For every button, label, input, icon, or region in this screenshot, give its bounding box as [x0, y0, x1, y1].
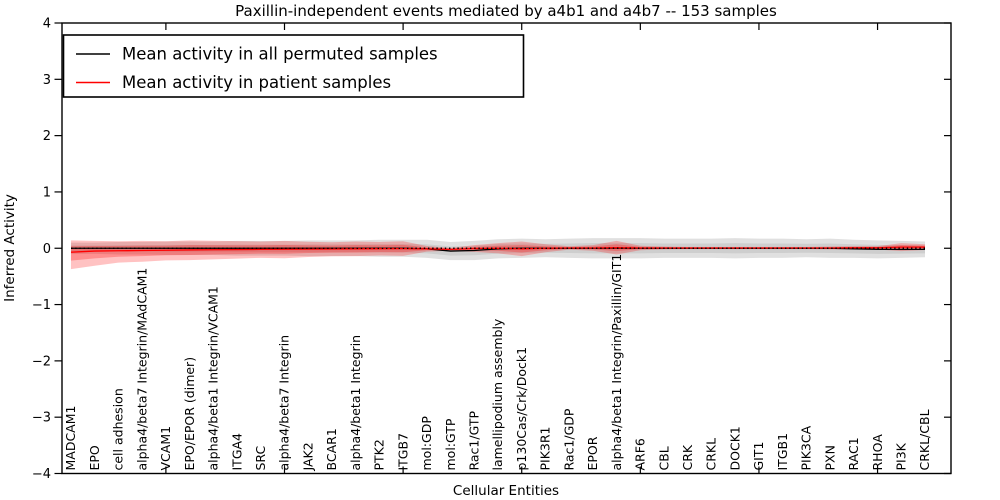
y-tick-label: 4	[43, 17, 51, 32]
x-tick-label: alpha4/beta7 Integrin	[277, 335, 292, 471]
y-axis-label: Inferred Activity	[2, 194, 18, 302]
y-tick-label: −4	[32, 467, 51, 482]
x-tick-label: alpha4/beta1 Integrin/VCAM1	[206, 286, 221, 470]
x-tick-label: lamellipodium assembly	[490, 318, 505, 470]
x-tick-label: alpha4/beta1 Integrin	[348, 335, 363, 471]
x-tick-label: PI3K	[893, 442, 908, 470]
x-tick-label: GIT1	[751, 442, 766, 471]
y-tick-label: 0	[43, 242, 51, 257]
y-tick-label: 1	[43, 185, 51, 200]
x-tick-label: CRKL	[704, 438, 719, 471]
x-axis-label: Cellular Entities	[453, 483, 559, 499]
x-tick-label: mol:GDP	[419, 416, 434, 471]
band-layer	[71, 238, 925, 270]
x-tick-label: CRK	[680, 444, 695, 470]
x-tick-label: ITGB1	[775, 433, 790, 471]
legend-label-patient-samples: Mean activity in patient samples	[122, 73, 391, 92]
y-tick-label: 2	[43, 129, 51, 144]
y-tick-label: 3	[43, 73, 51, 88]
x-tick-label: PTK2	[372, 439, 387, 470]
x-tick-label: ITGB7	[395, 433, 410, 471]
x-tick-label: PIK3CA	[799, 425, 814, 470]
legend-label-permuted-samples: Mean activity in all permuted samples	[122, 45, 438, 64]
y-tick-label-layer: 4 3 2 1 0 −1 −2 −3 −4	[32, 17, 51, 483]
x-tick-label: SRC	[253, 446, 268, 471]
x-tick-label: VCAM1	[158, 426, 173, 471]
x-tick-label: EPO	[87, 445, 102, 470]
legend-box	[62, 34, 525, 98]
x-tick-label: mol:GTP	[443, 418, 458, 470]
x-tick-label: Rac1/GDP	[561, 408, 576, 470]
x-tick-label: alpha4/beta1 Integrin/Paxillin/GIT1	[609, 254, 624, 471]
x-tick-label: CBL	[656, 446, 671, 470]
x-tick-label: ITGA4	[229, 433, 244, 471]
x-tick-label: PXN	[822, 445, 837, 470]
x-tick-label-layer: MADCAM1 EPO cell adhesion alpha4/beta7 Inte…	[63, 254, 932, 472]
y-tick-label: −3	[32, 411, 51, 426]
x-tick-label: EPO/EPOR (dimer)	[182, 357, 197, 471]
chart-title: Paxillin-independent events mediated by …	[235, 2, 777, 20]
x-tick-label: JAK2	[300, 442, 315, 471]
x-tick-label: ARF6	[633, 438, 648, 470]
x-tick-label: PIK3R1	[538, 426, 553, 470]
x-tick-label: cell adhesion	[111, 388, 126, 470]
x-tick-label: alpha4/beta7 Integrin/MAdCAM1	[134, 268, 149, 471]
x-tick-label: DOCK1	[727, 426, 742, 470]
x-tick-label: Rac1/GTP	[466, 411, 481, 471]
x-tick-label: CRKL/CBL	[917, 409, 932, 470]
x-tick-label: p130Cas/Crk/Dock1	[514, 347, 529, 471]
y-tick-label: −1	[32, 298, 51, 313]
x-tick-label: MADCAM1	[63, 406, 78, 471]
x-tick-label: RHOA	[870, 434, 885, 471]
x-tick-label: RAC1	[846, 437, 861, 470]
x-tick-label: BCAR1	[324, 428, 339, 470]
tick-layer	[54, 22, 951, 475]
y-tick-label: −2	[32, 354, 51, 369]
patient-mean-line	[70, 246, 925, 253]
x-tick-label: EPOR	[585, 436, 600, 470]
legend: Mean activity in all permuted samples Me…	[62, 34, 525, 98]
line-layer	[70, 246, 925, 253]
